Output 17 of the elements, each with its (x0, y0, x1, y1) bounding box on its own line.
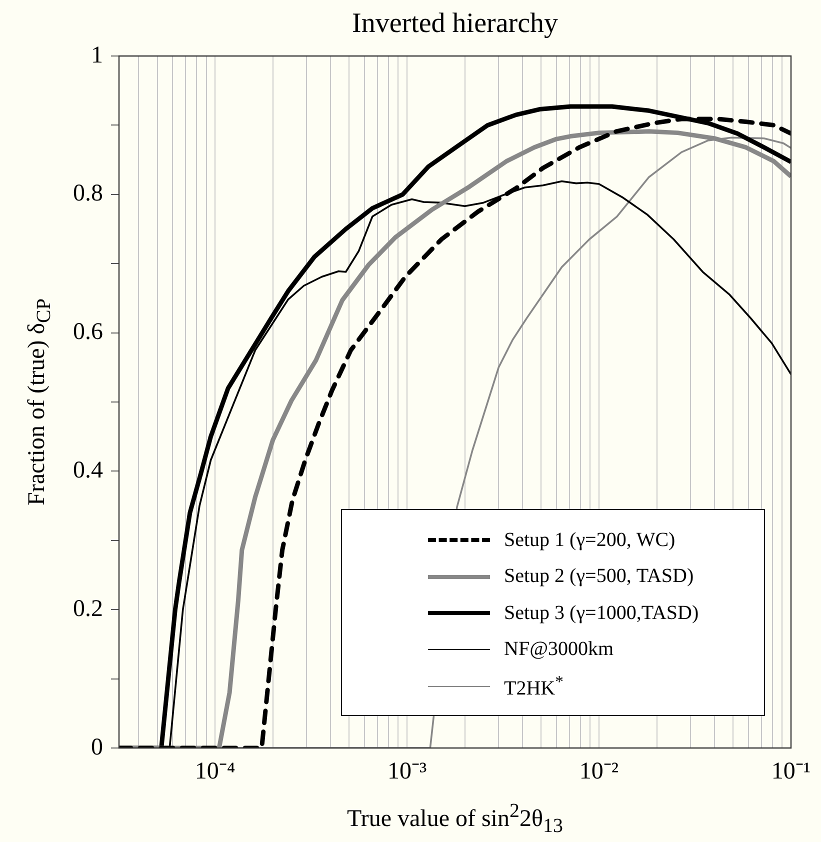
legend-label: Setup 2 (γ=500, TASD) (504, 565, 694, 588)
y-tick-label: 0.2 (73, 596, 103, 622)
legend-label: Setup 3 (γ=1000,TASD) (504, 602, 699, 625)
y-tick-label: 0.6 (73, 319, 103, 346)
legend-label: T2HK$^{*}$ (504, 672, 564, 701)
y-tick-label: 0.8 (73, 180, 103, 207)
x-axis-title: True value of sin$^{2}$2θ$_{13}$ (346, 800, 564, 838)
legend-label: Setup 1 (γ=200, WC) (504, 528, 676, 552)
legend-label: NF@3000km (504, 638, 614, 662)
y-tick-label: 0 (91, 734, 103, 760)
x-tick-label: 10⁻² (579, 758, 619, 785)
y-tick-label: 0.4 (73, 457, 103, 484)
x-tick-label: 10⁻³ (387, 758, 427, 785)
y-tick-label: 1 (91, 42, 103, 68)
x-tick-label: 10⁻¹ (771, 758, 811, 785)
chart-title: Inverted hierarchy (351, 8, 559, 40)
x-tick-label: 10⁻⁴ (194, 758, 236, 785)
